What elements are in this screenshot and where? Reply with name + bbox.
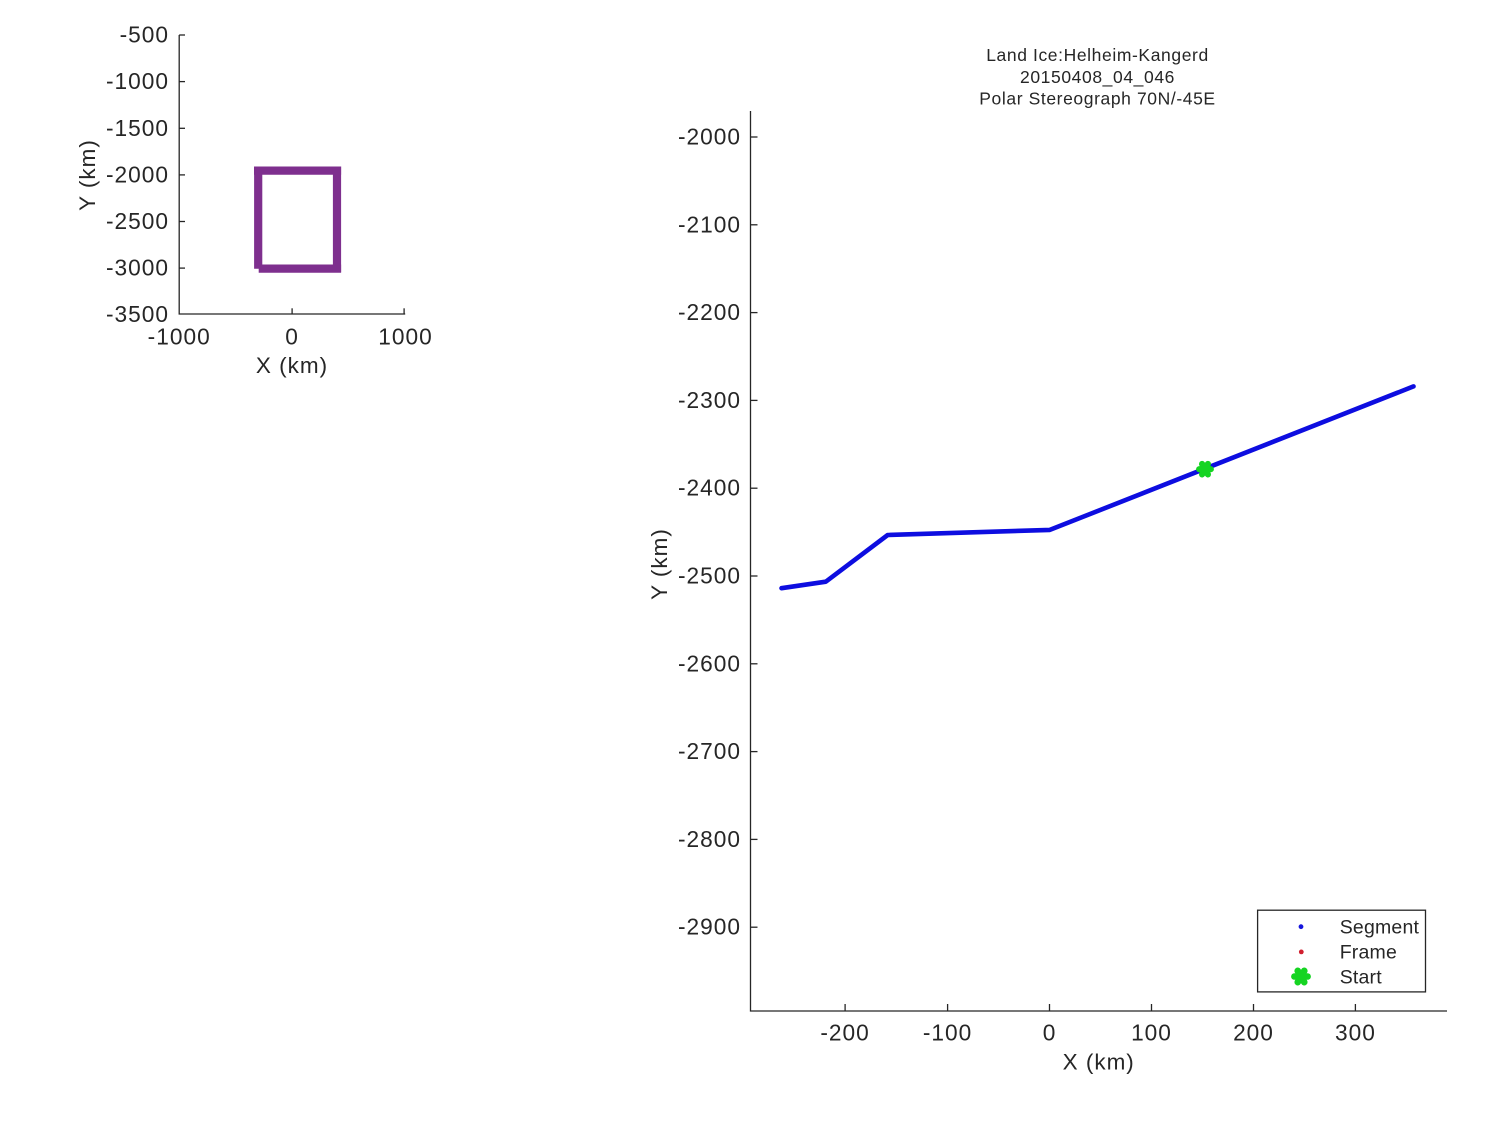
svg-text:X (km): X (km) [1063, 1049, 1135, 1074]
svg-text:Land Ice:Helheim-Kangerd: Land Ice:Helheim-Kangerd [986, 45, 1209, 65]
svg-text:Y (km): Y (km) [75, 139, 100, 211]
svg-text:Start: Start [1340, 967, 1383, 989]
svg-text:-1000: -1000 [106, 68, 169, 94]
svg-text:0: 0 [285, 324, 299, 350]
svg-text:0: 0 [1043, 1020, 1057, 1046]
svg-text:-1500: -1500 [106, 115, 169, 141]
svg-text:-2800: -2800 [678, 826, 741, 852]
svg-text:-3500: -3500 [106, 301, 169, 327]
svg-text:-1000: -1000 [148, 324, 211, 350]
svg-text:-100: -100 [923, 1020, 972, 1046]
svg-text:-2400: -2400 [678, 475, 741, 501]
svg-text:-2000: -2000 [106, 161, 169, 187]
svg-text:Segment: Segment [1340, 916, 1420, 938]
svg-text:20150408_04_046: 20150408_04_046 [1020, 67, 1175, 88]
svg-text:-2300: -2300 [678, 387, 741, 413]
svg-text:-2100: -2100 [678, 211, 741, 237]
svg-text:300: 300 [1335, 1020, 1376, 1046]
svg-text:Y (km): Y (km) [647, 528, 672, 600]
svg-text:Polar Stereograph 70N/-45E: Polar Stereograph 70N/-45E [979, 89, 1215, 109]
svg-text:100: 100 [1131, 1020, 1172, 1046]
svg-text:-500: -500 [120, 22, 169, 48]
svg-text:-3000: -3000 [106, 255, 169, 281]
svg-text:-2500: -2500 [678, 563, 741, 589]
svg-text:-2600: -2600 [678, 650, 741, 676]
svg-text:-2000: -2000 [678, 124, 741, 150]
svg-text:Frame: Frame [1340, 942, 1397, 964]
svg-text:1000: 1000 [378, 324, 432, 350]
svg-text:-200: -200 [820, 1020, 869, 1046]
svg-text:-2900: -2900 [678, 914, 741, 940]
svg-text:200: 200 [1233, 1020, 1274, 1046]
svg-text:-2700: -2700 [678, 738, 741, 764]
svg-text:-2200: -2200 [678, 299, 741, 325]
svg-text:X (km): X (km) [256, 353, 328, 378]
svg-text:-2500: -2500 [106, 208, 169, 234]
